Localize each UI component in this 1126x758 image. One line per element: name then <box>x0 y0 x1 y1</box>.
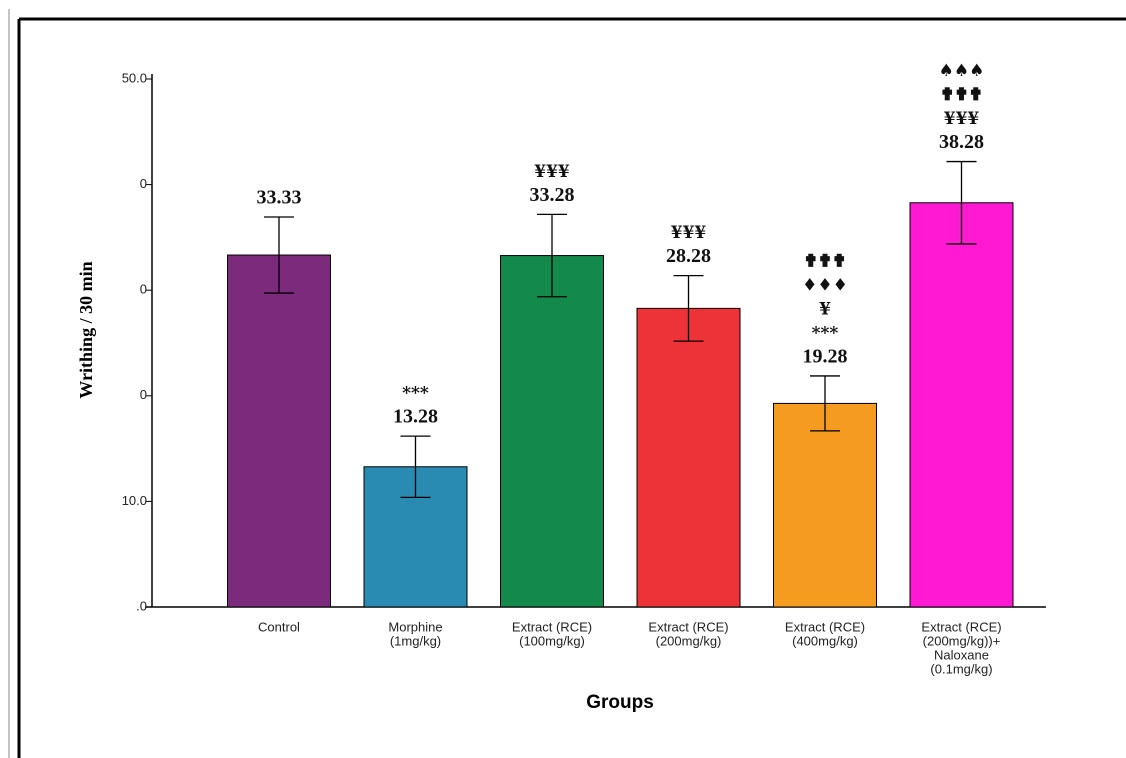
x-tick-label: (200mg/kg))+ <box>923 633 1001 648</box>
bar <box>500 255 604 608</box>
x-tick-label: Extract (RCE) <box>512 619 592 634</box>
value-label: 28.28 <box>666 245 711 267</box>
x-tick-label: Extract (RCE) <box>785 619 865 634</box>
bar <box>773 402 877 608</box>
significance-mark: ✟✟✟ <box>804 251 847 271</box>
value-label: 38.28 <box>939 131 984 153</box>
x-tick-label: Extract (RCE) <box>648 619 728 634</box>
significance-mark: ♦♦♦ <box>802 275 848 295</box>
y-axis-label: Writhing / 30 min <box>76 261 96 398</box>
y-tick-label: 0 <box>140 176 147 191</box>
x-tick-label: (1mg/kg) <box>390 633 441 648</box>
significance-mark: ¥¥¥ <box>944 109 980 129</box>
x-tick-label: Naloxane <box>934 647 989 662</box>
bar <box>636 307 741 608</box>
x-tick-label: (200mg/kg) <box>656 633 722 648</box>
x-axis-label: Groups <box>586 692 654 713</box>
significance-mark: *** <box>812 323 839 343</box>
significance-mark: ♠♠♠ <box>939 61 985 81</box>
y-tick-label: 50.0 <box>122 70 147 85</box>
y-tick-label: 0 <box>140 282 147 297</box>
significance-mark: ¥ <box>819 299 831 319</box>
x-tick-label: (0.1mg/kg) <box>930 661 992 676</box>
value-label: 13.28 <box>393 406 438 428</box>
x-tick-label: Control <box>258 619 300 634</box>
value-label: 33.33 <box>257 187 302 209</box>
significance-mark: ¥¥¥ <box>671 223 707 243</box>
value-label: 19.28 <box>803 346 848 368</box>
value-label: 33.28 <box>530 184 575 206</box>
significance-mark: ¥¥¥ <box>534 162 570 182</box>
bar <box>227 254 331 608</box>
x-tick-label: Extract (RCE) <box>921 619 1001 634</box>
significance-mark: ✟✟✟ <box>940 85 983 105</box>
x-tick-label: (100mg/kg) <box>519 633 585 648</box>
significance-mark: *** <box>402 384 429 404</box>
x-tick-label: (400mg/kg) <box>792 633 858 648</box>
x-tick-label: Morphine <box>388 619 442 634</box>
bar <box>909 202 1014 608</box>
y-tick-label: 0 <box>140 387 147 402</box>
y-tick-label: 10.0 <box>122 493 147 508</box>
y-tick-label: .0 <box>136 598 147 613</box>
